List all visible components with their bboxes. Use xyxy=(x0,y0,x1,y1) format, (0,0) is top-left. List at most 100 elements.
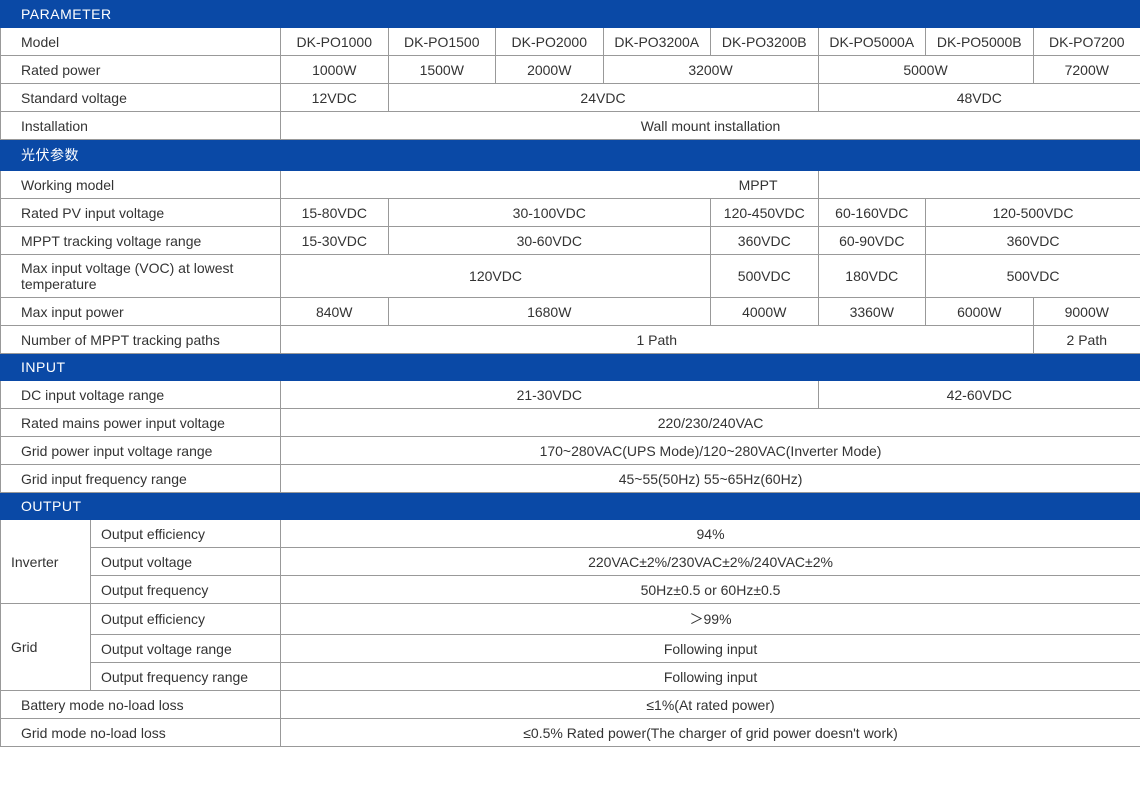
cell: 220VAC±2%/230VAC±2%/240VAC±2% xyxy=(281,548,1140,576)
cell: 120-500VDC xyxy=(926,199,1140,227)
cell: DK-PO7200 xyxy=(1033,28,1140,56)
cell: 42-60VDC xyxy=(818,381,1140,409)
cell: 220/230/240VAC xyxy=(281,409,1140,437)
label: Grid input frequency range xyxy=(1,465,281,493)
label: Grid mode no-load loss xyxy=(1,719,281,747)
label: Standard voltage xyxy=(1,84,281,112)
label: Max input power xyxy=(1,298,281,326)
cell: 120-450VDC xyxy=(711,199,819,227)
spec-table: PARAMETER Model DK-PO1000 DK-PO1500 DK-P… xyxy=(0,0,1140,747)
row-inv-freq: Output frequency 50Hz±0.5 or 60Hz±0.5 xyxy=(1,576,1140,604)
row-mppt-range: MPPT tracking voltage range 15-30VDC 30-… xyxy=(1,227,1140,255)
cell: 1000W xyxy=(281,56,389,84)
cell: 9000W xyxy=(1033,298,1140,326)
cell: Following input xyxy=(281,663,1140,691)
row-grid-freq-out: Output frequency range Following input xyxy=(1,663,1140,691)
cell: 12VDC xyxy=(281,84,389,112)
cell: 24VDC xyxy=(388,84,818,112)
cell: ＞99% xyxy=(281,604,1140,635)
row-working-model: Working model MPPT xyxy=(1,171,1140,199)
section-title: 光伏参数 xyxy=(1,140,1140,171)
label: Model xyxy=(1,28,281,56)
row-rated-pv: Rated PV input voltage 15-80VDC 30-100VD… xyxy=(1,199,1140,227)
cell: 500VDC xyxy=(711,255,819,298)
section-title: PARAMETER xyxy=(1,1,1140,28)
cell: 45~55(50Hz) 55~65Hz(60Hz) xyxy=(281,465,1140,493)
cell: 7200W xyxy=(1033,56,1140,84)
label: Working model xyxy=(1,171,281,199)
cell: 60-90VDC xyxy=(818,227,926,255)
label: Output frequency range xyxy=(91,663,281,691)
cell: ≤1%(At rated power) xyxy=(281,691,1140,719)
row-batt-noload: Battery mode no-load loss ≤1%(At rated p… xyxy=(1,691,1140,719)
label: Rated mains power input voltage xyxy=(1,409,281,437)
row-inv-eff: Inverter Output efficiency 94% xyxy=(1,520,1140,548)
cell: DK-PO1000 xyxy=(281,28,389,56)
cell: Wall mount installation xyxy=(281,112,1140,140)
cell: 94% xyxy=(281,520,1140,548)
cell: 120VDC xyxy=(281,255,711,298)
cell: 1500W xyxy=(388,56,496,84)
row-mains: Rated mains power input voltage 220/230/… xyxy=(1,409,1140,437)
label: Output efficiency xyxy=(91,604,281,635)
label: Output voltage range xyxy=(91,635,281,663)
label: Grid power input voltage range xyxy=(1,437,281,465)
label: Number of MPPT tracking paths xyxy=(1,326,281,354)
cell: DK-PO5000A xyxy=(818,28,926,56)
section-pv: 光伏参数 xyxy=(1,140,1140,171)
cell: DK-PO1500 xyxy=(388,28,496,56)
group-grid: Grid xyxy=(1,604,91,691)
section-title: OUTPUT xyxy=(1,493,1140,520)
cell: 840W xyxy=(281,298,389,326)
label: Max input voltage (VOC) at lowest temper… xyxy=(1,255,281,298)
cell: Following input xyxy=(281,635,1140,663)
cell: 60-160VDC xyxy=(818,199,926,227)
row-max-voc: Max input voltage (VOC) at lowest temper… xyxy=(1,255,1140,298)
cell: DK-PO5000B xyxy=(926,28,1034,56)
section-input: INPUT xyxy=(1,354,1140,381)
cell: 360VDC xyxy=(711,227,819,255)
cell: 50Hz±0.5 or 60Hz±0.5 xyxy=(281,576,1140,604)
cell: 2 Path xyxy=(1033,326,1140,354)
row-rated-power: Rated power 1000W 1500W 2000W 3200W 5000… xyxy=(1,56,1140,84)
cell: 30-60VDC xyxy=(388,227,711,255)
label: Rated PV input voltage xyxy=(1,199,281,227)
cell: 2000W xyxy=(496,56,604,84)
cell xyxy=(818,171,1140,199)
cell: MPPT xyxy=(281,171,819,199)
group-inverter: Inverter xyxy=(1,520,91,604)
row-grid-eff: Grid Output efficiency ＞99% xyxy=(1,604,1140,635)
cell: 4000W xyxy=(711,298,819,326)
label: Output efficiency xyxy=(91,520,281,548)
cell: 21-30VDC xyxy=(281,381,819,409)
row-grid-range: Grid power input voltage range 170~280VA… xyxy=(1,437,1140,465)
cell: 15-80VDC xyxy=(281,199,389,227)
cell: 48VDC xyxy=(818,84,1140,112)
cell: 5000W xyxy=(818,56,1033,84)
cell: ≤0.5% Rated power(The charger of grid po… xyxy=(281,719,1140,747)
cell: 6000W xyxy=(926,298,1034,326)
section-title: INPUT xyxy=(1,354,1140,381)
cell: DK-PO2000 xyxy=(496,28,604,56)
label: Battery mode no-load loss xyxy=(1,691,281,719)
cell: 170~280VAC(UPS Mode)/120~280VAC(Inverter… xyxy=(281,437,1140,465)
row-dc-range: DC input voltage range 21-30VDC 42-60VDC xyxy=(1,381,1140,409)
section-output: OUTPUT xyxy=(1,493,1140,520)
cell: 15-30VDC xyxy=(281,227,389,255)
cell: DK-PO3200A xyxy=(603,28,711,56)
row-installation: Installation Wall mount installation xyxy=(1,112,1140,140)
row-std-voltage: Standard voltage 12VDC 24VDC 48VDC xyxy=(1,84,1140,112)
cell: 3360W xyxy=(818,298,926,326)
label: Rated power xyxy=(1,56,281,84)
cell: 1680W xyxy=(388,298,711,326)
row-grid-volt: Output voltage range Following input xyxy=(1,635,1140,663)
label: Installation xyxy=(1,112,281,140)
cell: DK-PO3200B xyxy=(711,28,819,56)
cell: 3200W xyxy=(603,56,818,84)
row-paths: Number of MPPT tracking paths 1 Path 2 P… xyxy=(1,326,1140,354)
label: Output frequency xyxy=(91,576,281,604)
label: Output voltage xyxy=(91,548,281,576)
row-inv-volt: Output voltage 220VAC±2%/230VAC±2%/240VA… xyxy=(1,548,1140,576)
row-grid-freq: Grid input frequency range 45~55(50Hz) 5… xyxy=(1,465,1140,493)
row-model: Model DK-PO1000 DK-PO1500 DK-PO2000 DK-P… xyxy=(1,28,1140,56)
